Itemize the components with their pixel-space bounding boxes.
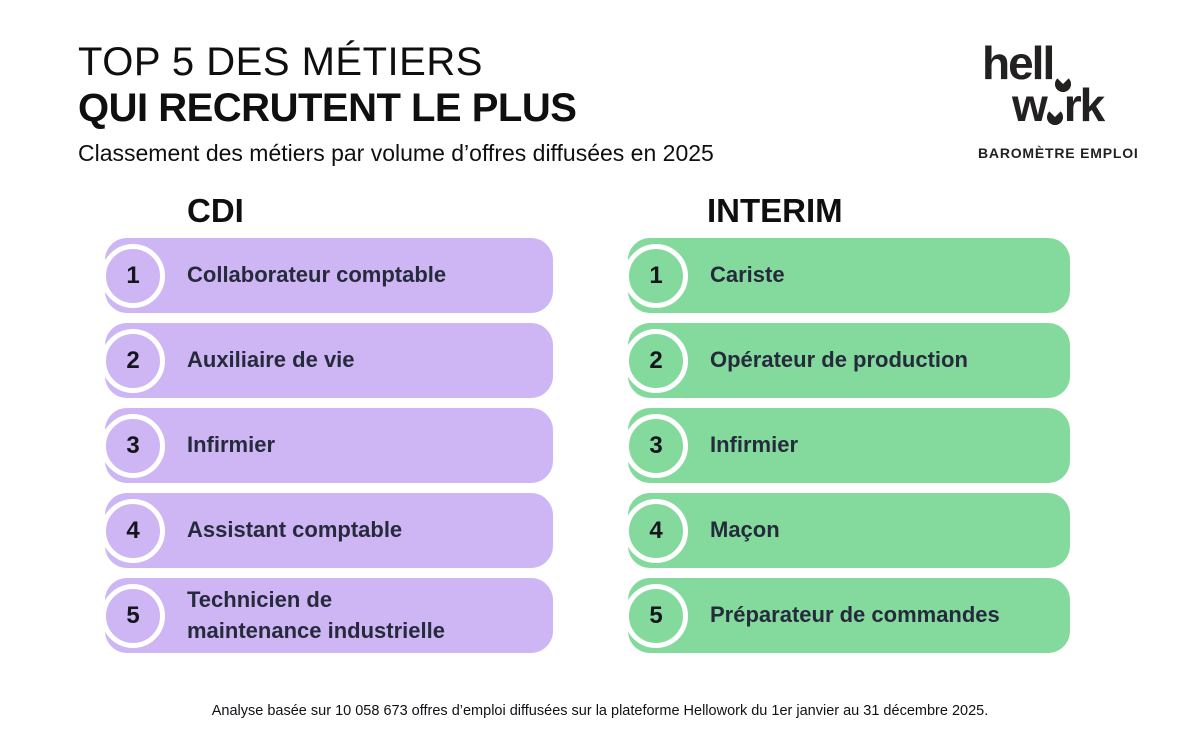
rank-number: 2	[649, 346, 663, 374]
rank-number: 1	[126, 261, 140, 289]
rank-badge: 1	[101, 243, 165, 308]
job-label: Assistant comptable	[187, 517, 403, 543]
rank-number: 5	[126, 601, 140, 629]
ranking-row-cdi-1: Collaborateur comptable 1	[101, 238, 553, 313]
rank-number: 2	[126, 346, 140, 374]
ranking-row-interim-2: Opérateur de production 2	[624, 323, 1070, 398]
ranking-bar: Assistant comptable	[105, 493, 553, 568]
logo-tagline: BAROMÈTRE EMPLOI	[978, 144, 1139, 161]
ranking-bar: Opérateur de production	[628, 323, 1070, 398]
ranking-row-interim-4: Maçon 4	[624, 493, 1070, 568]
ranking-bar: Collaborateur comptable	[105, 238, 553, 313]
page-title-line1: TOP 5 DES MÉTIERS	[78, 40, 483, 84]
ranking-row-cdi-4: Assistant comptable 4	[101, 493, 553, 568]
ranking-bar: Technicien de maintenance industrielle	[105, 578, 553, 653]
logo-o-arc-icon	[1055, 76, 1072, 92]
logo-o-arc-icon	[1046, 109, 1063, 126]
rank-number: 4	[126, 516, 140, 544]
ranking-row-interim-1: Cariste 1	[624, 238, 1070, 313]
job-label: Maçon	[710, 517, 780, 543]
logo-wordmark-line1: hell	[978, 40, 1148, 92]
job-label: Infirmier	[710, 432, 799, 458]
page-subtitle: Classement des métiers par volume d’offr…	[78, 140, 714, 166]
rank-badge: 1	[624, 243, 688, 308]
page-title-line2: QUI RECRUTENT LE PLUS	[78, 86, 577, 130]
rank-badge: 4	[101, 498, 165, 563]
rank-badge: 3	[624, 413, 688, 478]
rank-badge: 2	[624, 328, 688, 393]
job-label: Auxiliaire de vie	[187, 347, 355, 373]
logo-text-hell: hell	[982, 37, 1055, 89]
logo-text-w: w	[1012, 79, 1048, 132]
job-label: Préparateur de commandes	[710, 602, 1000, 628]
ranking-bar: Auxiliaire de vie	[105, 323, 553, 398]
ranking-row-interim-3: Infirmier 3	[624, 408, 1070, 483]
ranking-bar: Maçon	[628, 493, 1070, 568]
rank-badge: 4	[624, 498, 688, 563]
logo-wordmark-line2: w rk	[978, 82, 1148, 128]
rank-badge: 2	[101, 328, 165, 393]
hellowork-logo: hell w rk BAROMÈTRE EMPLOI	[978, 40, 1148, 161]
rank-badge: 3	[101, 413, 165, 478]
ranking-bar: Préparateur de commandes	[628, 578, 1070, 653]
ranking-bar: Cariste	[628, 238, 1070, 313]
rank-badge: 5	[624, 583, 688, 648]
rank-number: 5	[649, 601, 663, 629]
job-label: Opérateur de production	[710, 347, 968, 373]
job-label: Technicien de maintenance industrielle	[187, 587, 445, 643]
ranking-bar: Infirmier	[628, 408, 1070, 483]
ranking-row-cdi-5: Technicien de maintenance industrielle 5	[101, 578, 553, 653]
ranking-row-interim-5: Préparateur de commandes 5	[624, 578, 1070, 653]
logo-text-rk: rk	[1063, 79, 1106, 132]
job-label: Collaborateur comptable	[187, 262, 447, 288]
footer-note: Analyse basée sur 10 058 673 offres d’em…	[211, 703, 989, 719]
ranking-bar: Infirmier	[105, 408, 553, 483]
ranking-row-cdi-3: Infirmier 3	[101, 408, 553, 483]
rank-badge: 5	[101, 583, 165, 648]
rank-number: 3	[649, 431, 663, 459]
job-label: Cariste	[710, 262, 785, 288]
rank-number: 4	[649, 516, 663, 544]
ranking-row-cdi-2: Auxiliaire de vie 2	[101, 323, 553, 398]
logo-wordmark: hell w rk	[978, 40, 1148, 128]
job-label: Infirmier	[187, 432, 276, 458]
page-header: TOP 5 DES MÉTIERS QUI RECRUTENT LE PLUS …	[78, 40, 714, 167]
column-header-interim: INTERIM	[707, 192, 843, 229]
column-header-cdi: CDI	[187, 192, 244, 229]
rank-number: 1	[649, 261, 663, 289]
rank-number: 3	[126, 431, 140, 459]
